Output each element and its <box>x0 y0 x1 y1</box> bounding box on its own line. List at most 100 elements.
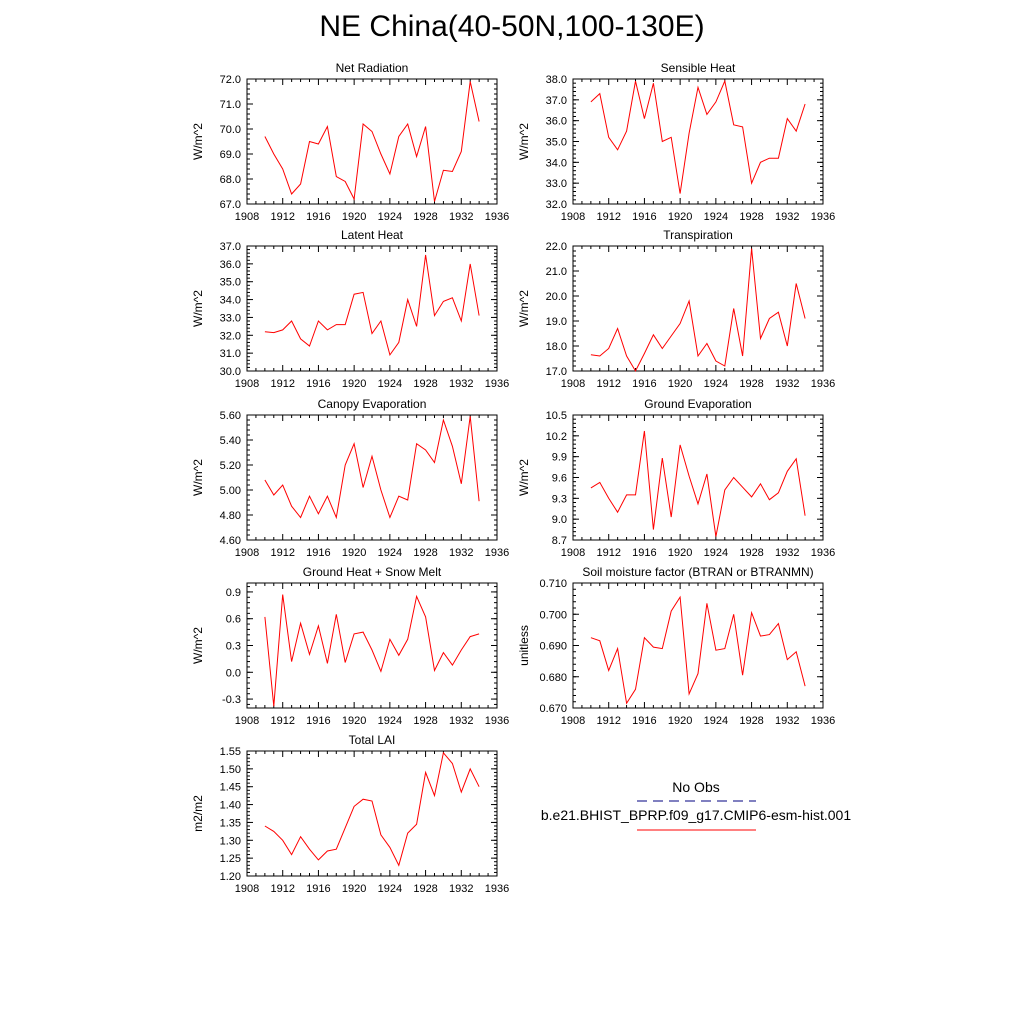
y-tick-label: 18.0 <box>546 341 567 353</box>
y-tick-label: 36.0 <box>220 259 241 271</box>
y-tick-label: 0.680 <box>539 672 567 684</box>
x-tick-label: 1908 <box>561 211 585 223</box>
y-axis-label: m2/m2 <box>191 795 205 832</box>
y-tick-label: 10.2 <box>546 431 567 443</box>
y-tick-label: 20.0 <box>546 291 567 303</box>
x-tick-label: 1912 <box>596 547 620 559</box>
y-tick-label: 70.0 <box>220 124 241 136</box>
y-tick-label: 35.0 <box>546 137 567 149</box>
chart-panel-6: Ground Evaporation W/m^2 1908 1912 1916 1920 1… <box>517 397 835 559</box>
x-tick-label: 1920 <box>342 883 366 895</box>
series-line <box>264 594 480 707</box>
x-tick-label: 1920 <box>668 378 692 390</box>
y-tick-label: 0.0 <box>226 667 241 679</box>
y-tick-label: 5.20 <box>220 460 241 472</box>
chart-panel-2: Sensible Heat W/m^2 1908 1912 1916 1920 1924 19… <box>517 61 835 223</box>
x-tick-label: 1928 <box>739 547 763 559</box>
x-tick-label: 1936 <box>485 883 509 895</box>
y-tick-label: 0.9 <box>226 587 241 599</box>
plot-frame <box>572 78 824 205</box>
y-tick-label: 34.0 <box>220 295 241 307</box>
y-tick-label: 5.40 <box>220 435 241 447</box>
plot-frame <box>572 245 824 372</box>
y-tick-label: 72.0 <box>220 74 241 86</box>
chart-panel-4: Transpiration W/m^2 1908 1912 1916 1920 1924 19… <box>517 228 835 390</box>
x-tick-label: 1936 <box>811 547 835 559</box>
x-tick-label: 1908 <box>561 378 585 390</box>
y-tick-label: 5.00 <box>220 485 241 497</box>
series-line <box>264 254 480 357</box>
x-tick-label: 1916 <box>306 715 330 727</box>
chart-title: Transpiration <box>663 228 733 242</box>
y-tick-label: 22.0 <box>546 241 567 253</box>
y-tick-label: 30.0 <box>220 366 241 378</box>
x-tick-label: 1936 <box>811 715 835 727</box>
x-tick-label: 1916 <box>306 211 330 223</box>
plot-frame <box>246 582 498 709</box>
x-tick-label: 1916 <box>632 715 656 727</box>
x-tick-label: 1936 <box>811 211 835 223</box>
y-tick-label: 33.0 <box>546 178 567 190</box>
x-tick-label: 1912 <box>270 547 294 559</box>
y-tick-label: 36.0 <box>546 116 567 128</box>
chart-title: Sensible Heat <box>661 61 736 75</box>
y-tick-label: 8.7 <box>552 535 567 547</box>
y-tick-label: 71.0 <box>220 99 241 111</box>
x-tick-label: 1920 <box>668 547 692 559</box>
x-tick-label: 1908 <box>561 547 585 559</box>
x-tick-label: 1928 <box>413 715 437 727</box>
x-tick-label: 1932 <box>775 378 799 390</box>
plot-frame <box>572 582 824 709</box>
y-tick-label: -0.3 <box>222 694 241 706</box>
x-tick-label: 1932 <box>449 715 473 727</box>
y-tick-label: 1.50 <box>220 764 241 776</box>
y-axis-label: W/m^2 <box>191 459 205 496</box>
x-tick-label: 1928 <box>413 378 437 390</box>
x-tick-label: 1936 <box>485 211 509 223</box>
chart-panel-5: Canopy Evaporation W/m^2 1908 1912 1916 1920 1… <box>191 397 509 559</box>
chart-title: Canopy Evaporation <box>318 397 427 411</box>
y-tick-label: 69.0 <box>220 149 241 161</box>
legend: No Obs b.e21.BHIST_BPRP.f09_g17.CMIP6-es… <box>541 779 851 831</box>
x-tick-label: 1916 <box>632 211 656 223</box>
y-axis-label: unitless <box>517 625 531 666</box>
y-tick-label: 1.40 <box>220 800 241 812</box>
chart-title: Ground Evaporation <box>644 397 751 411</box>
chart-panel-1: Net Radiation W/m^2 1908 1912 1916 1920 1924 19… <box>191 61 509 223</box>
x-tick-label: 1936 <box>485 378 509 390</box>
x-tick-label: 1908 <box>235 715 259 727</box>
y-tick-label: 1.35 <box>220 817 241 829</box>
page-title: NE China(40-50N,100-130E) <box>319 10 705 43</box>
y-tick-label: 9.3 <box>552 493 567 505</box>
x-tick-label: 1924 <box>704 211 728 223</box>
y-tick-label: 0.700 <box>539 609 567 621</box>
y-tick-label: 1.55 <box>220 746 241 758</box>
x-tick-label: 1912 <box>270 378 294 390</box>
x-tick-label: 1916 <box>306 883 330 895</box>
chart-title: Total LAI <box>349 733 396 747</box>
y-tick-label: 31.0 <box>220 348 241 360</box>
y-tick-label: 9.9 <box>552 452 567 464</box>
x-tick-label: 1928 <box>739 715 763 727</box>
y-tick-label: 1.30 <box>220 835 241 847</box>
y-tick-label: 38.0 <box>546 74 567 86</box>
x-tick-label: 1908 <box>235 547 259 559</box>
x-tick-label: 1912 <box>596 211 620 223</box>
series-line <box>264 751 480 867</box>
chart-title: Net Radiation <box>336 61 409 75</box>
x-tick-label: 1920 <box>342 715 366 727</box>
chart-panel-7: Ground Heat + Snow Melt W/m^2 1908 1912 1916… <box>191 565 509 727</box>
y-axis-label: W/m^2 <box>191 627 205 664</box>
x-tick-label: 1908 <box>235 883 259 895</box>
plot-frame <box>246 245 498 372</box>
series-line <box>264 81 480 202</box>
plot-frame <box>246 750 498 877</box>
x-tick-label: 1928 <box>413 883 437 895</box>
y-axis-label: W/m^2 <box>517 123 531 160</box>
x-tick-label: 1936 <box>811 378 835 390</box>
y-tick-label: 32.0 <box>220 330 241 342</box>
plot-frame <box>246 78 498 205</box>
y-tick-label: 0.670 <box>539 703 567 715</box>
x-tick-label: 1936 <box>485 715 509 727</box>
